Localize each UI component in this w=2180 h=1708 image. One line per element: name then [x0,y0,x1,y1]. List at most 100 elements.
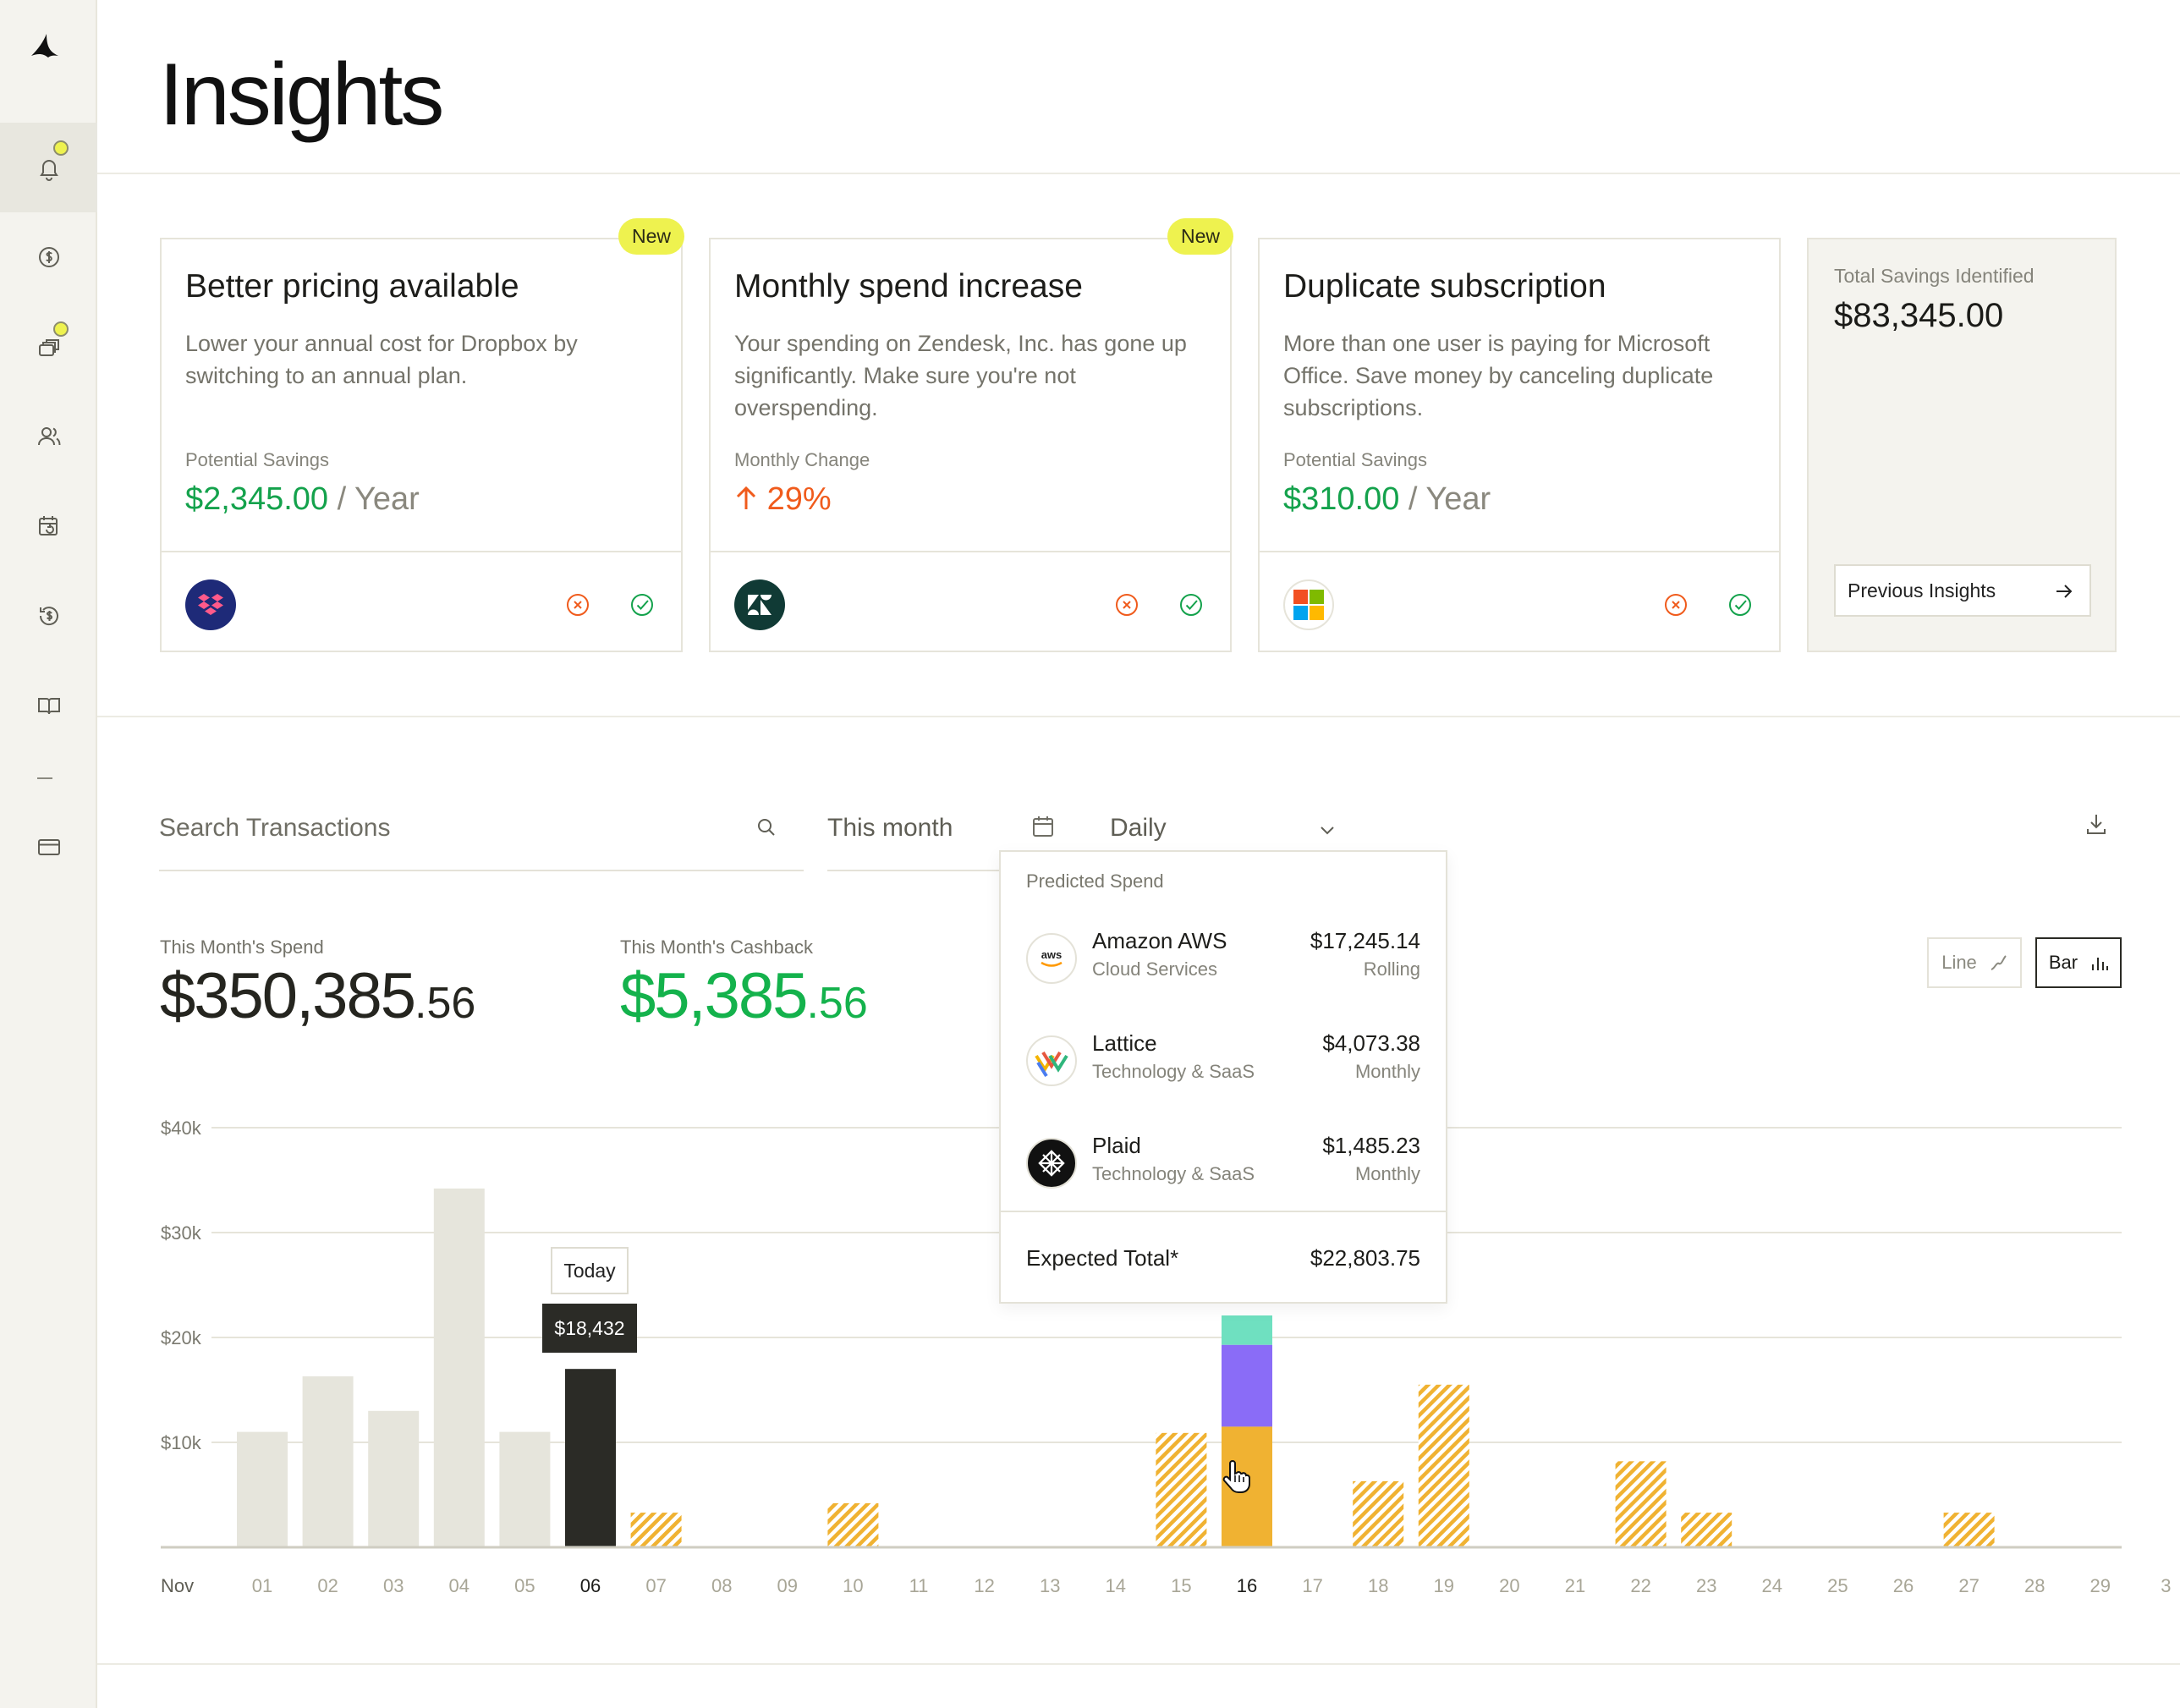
predicted-spend-popover: Predicted Spend aws Amazon AWS Cloud Ser… [999,850,1447,1304]
predicted-frequency: Monthly [1354,1061,1420,1082]
x-tick-label: 3 [2161,1575,2171,1596]
spend-cents: .56 [415,979,476,1028]
accept-icon[interactable] [1178,591,1205,618]
credit-card-icon [37,839,60,855]
x-tick-label: 17 [1302,1575,1322,1596]
dismiss-icon[interactable] [1662,591,1689,618]
chart-bar [565,1369,616,1547]
previous-insights-button[interactable]: Previous Insights [1834,564,2091,617]
x-tick-label: 04 [449,1575,469,1596]
change-percent: 29% [766,481,832,517]
vendor-name: Plaid [1092,1133,1141,1158]
sidebar-item-people[interactable] [0,392,97,481]
metric-label: Monthly Change [734,449,870,470]
footer-divider [97,1663,2180,1665]
bell-icon [39,160,58,181]
microsoft-logo-icon [1283,579,1334,630]
date-range-select[interactable]: This month [827,805,1056,871]
insight-card-duplicate[interactable]: Duplicate subscription More than one use… [1258,238,1781,652]
expected-total-value: $22,803.75 [1310,1245,1420,1271]
metric-value: $310.00 / Year [1283,481,1491,518]
new-badge: New [1167,218,1233,255]
insight-card-pricing[interactable]: New Better pricing available Lower your … [160,218,684,652]
page-title: Insights [159,46,444,144]
chart-bar [433,1188,485,1547]
sidebar-item-spend[interactable] [0,212,97,302]
predicted-amount: $17,245.14 [1310,928,1420,953]
dollar-circle-icon [38,247,59,267]
x-tick-label: 02 [317,1575,338,1596]
chart-bar [1222,1315,1272,1345]
zendesk-logo-icon [734,579,785,630]
x-tick-label: 22 [1630,1575,1650,1596]
aws-logo-icon: aws [1026,933,1077,984]
savings-period: / Year [328,481,420,517]
insight-description: Lower your annual cost for Dropbox by sw… [185,331,578,388]
y-tick-label: $20k [161,1327,202,1348]
x-tick-label: 14 [1106,1575,1126,1596]
savings-amount: $2,345.00 [185,481,329,517]
x-tick-label: 18 [1368,1575,1388,1596]
accept-icon[interactable] [1727,591,1754,618]
chart-bar [630,1513,682,1547]
expected-total-label: Expected Total* [1026,1245,1179,1271]
lattice-logo-icon [1026,1035,1077,1086]
search-icon[interactable] [755,816,778,839]
chart-bar [1681,1513,1732,1547]
metric-label: Potential Savings [1283,449,1427,470]
cards-dot [53,321,69,337]
x-tick-label: 26 [1893,1575,1914,1596]
dropbox-logo-icon [185,579,236,630]
vendor-category: Technology & SaaS [1092,1061,1255,1082]
bar-view-toggle[interactable]: Bar [2035,937,2122,988]
total-savings-card: Total Savings Identified $83,345.00 Prev… [1807,238,2117,652]
vendor-name: Amazon AWS [1092,928,1227,953]
plaid-logo-icon [1026,1138,1077,1189]
arrow-up-icon [736,486,756,509]
notification-dot [53,140,69,156]
insight-card-spend-increase[interactable]: New Monthly spend increase Your spending… [709,218,1233,652]
x-tick-label: 13 [1040,1575,1060,1596]
dismiss-icon[interactable] [1113,591,1140,618]
cashback-value: $5,385.56 [620,964,868,1029]
predicted-item[interactable]: Plaid Technology & SaaS $1,485.23 Monthl… [1026,1133,1420,1200]
metric-label: Potential Savings [185,449,329,470]
line-view-toggle[interactable]: Line [1927,937,2022,988]
x-tick-label: 05 [514,1575,535,1596]
x-tick-label: 10 [843,1575,863,1596]
predicted-amount: $4,073.38 [1322,1030,1420,1056]
sidebar-item-notifications[interactable] [0,123,97,212]
card-footer-divider [1260,551,1779,552]
dismiss-icon[interactable] [564,591,591,618]
predicted-item[interactable]: aws Amazon AWS Cloud Services $17,245.14… [1026,928,1420,996]
line-toggle-label: Line [1941,952,1977,973]
insight-title: Duplicate subscription [1283,268,1606,305]
download-icon[interactable] [2083,810,2110,838]
new-badge: New [618,218,684,255]
sidebar-item-guides[interactable] [0,661,97,750]
popover-divider [1001,1211,1446,1212]
frequency-select[interactable]: Daily [1110,805,1338,871]
x-tick-label: 21 [1565,1575,1585,1596]
sidebar-item-cards[interactable] [0,302,97,392]
app-logo-icon[interactable] [28,30,62,64]
cashback-label: This Month's Cashback [620,936,813,958]
search-transactions[interactable]: Search Transactions [159,805,804,871]
sidebar-item-billing[interactable] [0,802,97,892]
accept-icon[interactable] [629,591,656,618]
book-icon [37,698,60,715]
chart-bar [499,1431,551,1547]
header-divider [97,173,2180,174]
sidebar-item-renewals[interactable] [0,481,97,571]
search-input[interactable]: Search Transactions [159,814,391,842]
x-tick-label: 09 [777,1575,798,1596]
chart-bar [1943,1513,1995,1547]
predicted-spend-title: Predicted Spend [1026,870,1164,892]
predicted-item[interactable]: Lattice Technology & SaaS $4,073.38 Mont… [1026,1030,1420,1098]
x-tick-label: 28 [2024,1575,2045,1596]
savings-amount: $310.00 [1283,481,1400,517]
x-tick-label: 20 [1499,1575,1519,1596]
x-tick-label: 15 [1171,1575,1191,1596]
y-tick-label: $40k [161,1118,202,1139]
sidebar-item-cashback[interactable] [0,571,97,661]
